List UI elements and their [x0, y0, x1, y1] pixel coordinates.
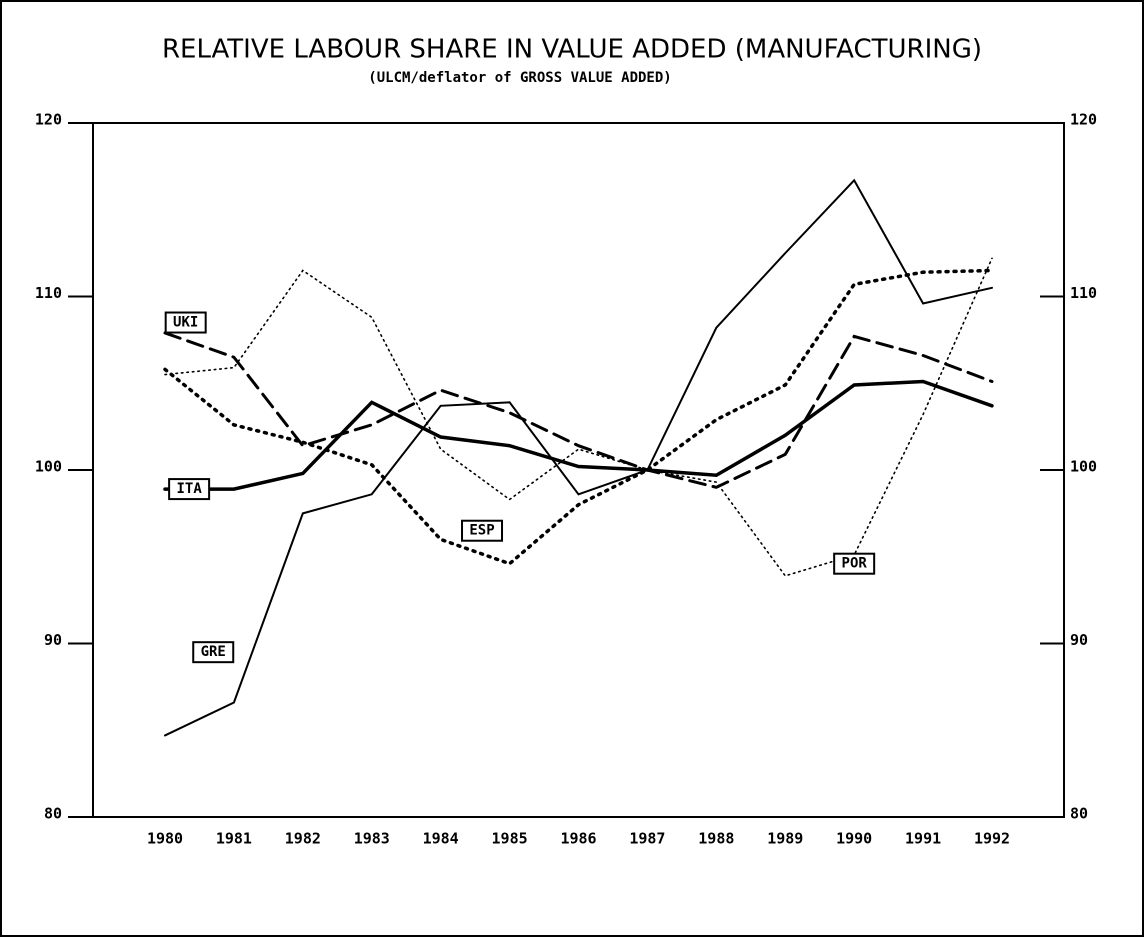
x-tick-label: 1992: [974, 830, 1010, 848]
y2-tick-label: 100: [1070, 458, 1097, 476]
series-label-box: [168, 478, 211, 501]
series-label: ESP: [469, 523, 494, 539]
chart-title: RELATIVE LABOUR SHARE IN VALUE ADDED (MA…: [162, 35, 982, 65]
series-line: [163, 268, 994, 566]
x-tick-label: 1986: [560, 830, 596, 848]
chart-subtitle: (ULCM/deflator of GROSS VALUE ADDED): [368, 70, 671, 86]
y2-tick-label: 110: [1070, 284, 1097, 302]
series-label: ITA: [176, 481, 202, 497]
x-tick-label: 1981: [216, 830, 252, 848]
x-tick-label: 1987: [629, 830, 665, 848]
series-label-box: [192, 641, 235, 664]
series-label-box: [833, 552, 876, 575]
x-tick-label: 1985: [492, 830, 528, 848]
x-tick-label: 1982: [285, 830, 321, 848]
x-tick-label: 1988: [698, 830, 734, 848]
series-label-box: [461, 519, 504, 542]
y2-tick-label: 80: [1070, 805, 1088, 823]
y2-tick-label: 90: [1070, 631, 1088, 649]
x-tick-label: 1989: [767, 830, 803, 848]
series-line: [164, 257, 993, 577]
y-tick-label: 110: [35, 284, 62, 302]
y-tick-label: 90: [44, 631, 62, 649]
y-tick-label: 120: [35, 111, 62, 129]
series-line: [163, 379, 994, 491]
series-label: POR: [842, 556, 868, 572]
x-tick-label: 1991: [905, 830, 941, 848]
x-tick-label: 1983: [354, 830, 390, 848]
series-line: [163, 331, 994, 489]
series-label-box: [164, 311, 207, 334]
x-tick-label: 1990: [836, 830, 872, 848]
x-tick-label: 1984: [423, 830, 459, 848]
series-label: GRE: [201, 644, 226, 660]
y-tick-label: 100: [35, 458, 62, 476]
plot-frame: [92, 122, 1065, 818]
series-line: [164, 178, 993, 737]
y2-tick-label: 120: [1070, 111, 1097, 129]
series-label: UKI: [173, 315, 198, 331]
y-tick-label: 80: [44, 805, 62, 823]
x-tick-label: 1980: [147, 830, 183, 848]
